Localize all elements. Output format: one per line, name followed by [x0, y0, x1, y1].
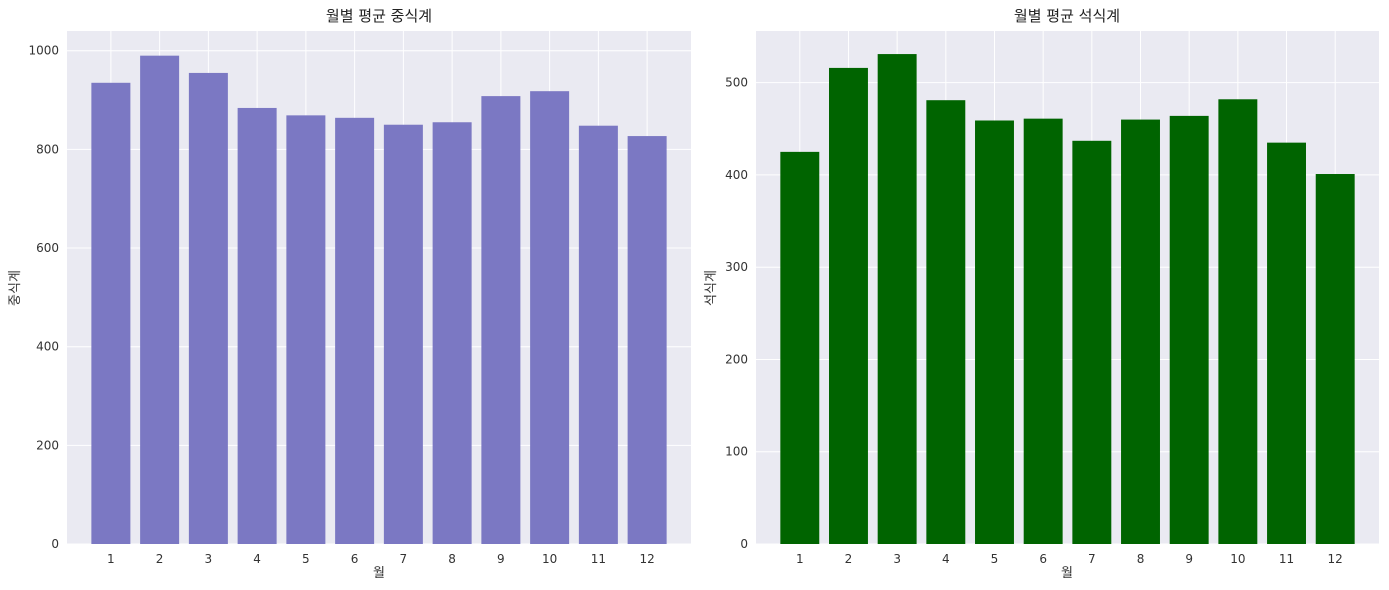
lunch-y-ticks: 0 200 400 600 800 1000 [28, 44, 59, 551]
dinner-x-tick-label: 1 [796, 552, 804, 566]
dinner-chart-title: 월별 평균 석식계 [1014, 7, 1120, 25]
lunch-y-axis-label: 중식계 [8, 270, 23, 306]
dinner-y-tick-label: 500 [725, 76, 748, 90]
lunch-y-tick-label: 600 [36, 241, 59, 255]
lunch-x-tick-label: 6 [351, 552, 359, 566]
lunch-bar-6 [335, 117, 375, 545]
dinner-bar-1 [780, 151, 820, 544]
lunch-bar-11 [578, 125, 618, 544]
lunch-x-tick-label: 1 [107, 552, 115, 566]
dinner-bar-10 [1218, 99, 1258, 544]
lunch-x-tick-label: 7 [400, 552, 408, 566]
dinner-x-tick-label: 8 [1137, 552, 1145, 566]
dinner-bar-12 [1315, 174, 1355, 545]
dinner-bar-6 [1023, 118, 1063, 544]
dinner-y-tick-label: 200 [725, 352, 748, 366]
lunch-bar-9 [481, 96, 521, 544]
dinner-bar-3 [877, 54, 917, 544]
lunch-x-tick-label: 3 [205, 552, 213, 566]
dinner-y-ticks: 0 100 200 300 400 500 [725, 76, 748, 551]
dinner-x-tick-label: 2 [845, 552, 853, 566]
lunch-y-tick-label: 200 [36, 438, 59, 452]
dinner-bar-11 [1267, 142, 1306, 544]
dinner-y-tick-label: 400 [725, 168, 748, 182]
lunch-bar-12 [627, 136, 667, 544]
lunch-bars [91, 55, 667, 545]
lunch-y-tick-label: 0 [51, 537, 59, 551]
dinner-x-tick-label: 4 [942, 552, 950, 566]
dinner-x-tick-label: 12 [1328, 552, 1343, 566]
dinner-x-tick-label: 9 [1185, 552, 1193, 566]
dinner-x-tick-label: 11 [1279, 552, 1294, 566]
dinner-x-tick-label: 6 [1039, 552, 1047, 566]
lunch-y-tick-label: 800 [36, 142, 59, 156]
lunch-x-tick-label: 11 [591, 552, 606, 566]
lunch-bar-1 [91, 82, 131, 544]
lunch-bar-3 [188, 72, 228, 544]
dinner-x-tick-label: 10 [1230, 552, 1245, 566]
dinner-bar-2 [829, 67, 868, 545]
dinner-y-tick-label: 100 [725, 445, 748, 459]
dinner-bar-4 [926, 100, 966, 544]
dinner-x-tick-label: 3 [893, 552, 901, 566]
lunch-chart-title: 월별 평균 중식계 [326, 7, 432, 25]
lunch-x-tick-label: 5 [302, 552, 310, 566]
lunch-bar-7 [383, 124, 423, 544]
lunch-bar-2 [140, 55, 180, 545]
lunch-y-tick-label: 400 [36, 340, 59, 354]
dinner-x-ticks: 1 2 3 4 5 6 7 8 9 10 11 12 [796, 552, 1343, 566]
dinner-bar-9 [1169, 115, 1209, 545]
dinner-bar-8 [1121, 119, 1160, 545]
lunch-bar-10 [530, 91, 570, 545]
lunch-x-tick-label: 2 [156, 552, 164, 566]
lunch-bar-4 [237, 107, 277, 544]
dinner-bar-5 [975, 120, 1014, 544]
dinner-y-tick-label: 300 [725, 260, 748, 274]
lunch-y-tick-label: 1000 [28, 44, 59, 58]
dinner-y-axis-label: 석식계 [704, 270, 719, 306]
dinner-bars [780, 54, 1355, 545]
lunch-x-tick-label: 10 [542, 552, 557, 566]
dinner-bar-7 [1072, 140, 1112, 545]
lunch-x-axis-label: 월 [373, 566, 385, 581]
dinner-x-axis-label: 월 [1061, 566, 1073, 581]
dinner-x-tick-label: 5 [991, 552, 999, 566]
lunch-x-ticks: 1 2 3 4 5 6 7 8 9 10 11 12 [107, 552, 655, 566]
lunch-x-tick-label: 8 [448, 552, 456, 566]
dinner-y-tick-label: 0 [740, 537, 748, 551]
lunch-bar-5 [286, 115, 326, 545]
lunch-x-tick-label: 4 [253, 552, 261, 566]
lunch-bar-8 [432, 122, 472, 544]
lunch-x-tick-label: 9 [497, 552, 505, 566]
lunch-x-tick-label: 12 [639, 552, 654, 566]
dinner-x-tick-label: 7 [1088, 552, 1096, 566]
